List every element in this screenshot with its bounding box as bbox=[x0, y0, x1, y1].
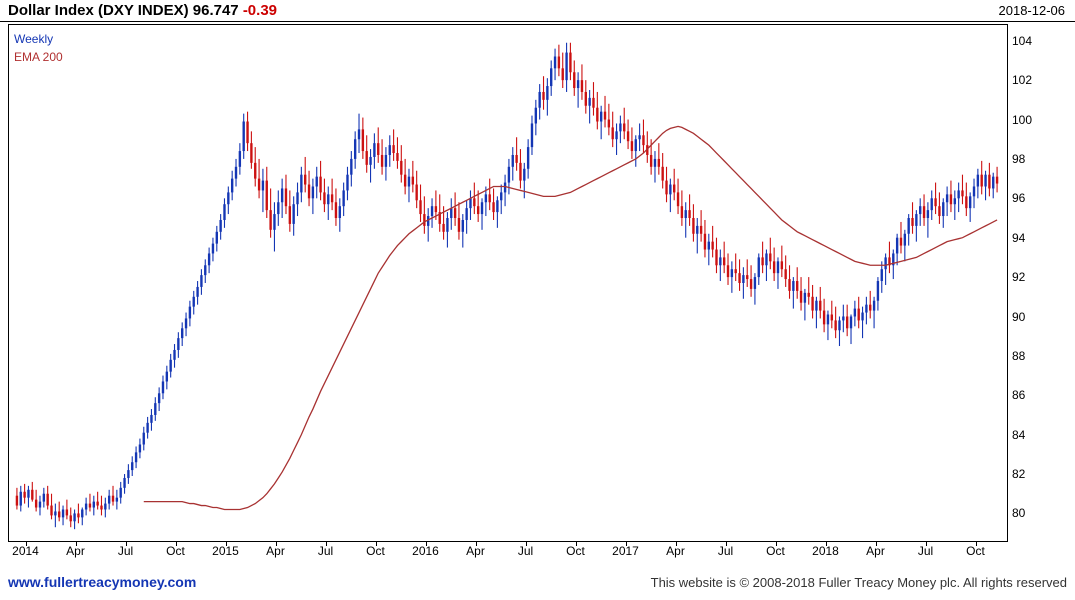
x-axis-ticks bbox=[8, 542, 1008, 547]
x-tick-label: Jul bbox=[917, 544, 934, 558]
x-tick-label: Oct bbox=[566, 544, 585, 558]
x-tick-label: Jul bbox=[117, 544, 134, 558]
x-axis: 2014 Apr Jul Oct 2015 Apr Jul Oct 2016 Apr Jul Oct 2… bbox=[8, 543, 1008, 561]
x-tick-mark bbox=[475, 542, 477, 546]
y-tick-label: 96 bbox=[1012, 191, 1026, 206]
y-tick-label: 98 bbox=[1012, 151, 1026, 166]
x-tick-label: Oct bbox=[366, 544, 385, 558]
chart-header: Dollar Index (DXY INDEX) 96.747 -0.39 20… bbox=[0, 0, 1075, 22]
y-tick-label: 80 bbox=[1012, 506, 1026, 521]
x-tick-mark bbox=[325, 542, 327, 546]
x-tick-label: Apr bbox=[666, 544, 685, 558]
x-tick-mark bbox=[525, 542, 527, 546]
plot-area[interactable] bbox=[8, 24, 1008, 542]
y-tick-label: 88 bbox=[1012, 348, 1026, 363]
x-tick-mark bbox=[675, 542, 677, 546]
y-axis: 80 82 84 86 88 90 92 94 96 98 100 102 104 bbox=[1008, 24, 1068, 542]
legend-weekly: Weekly bbox=[14, 32, 54, 46]
x-tick-mark bbox=[425, 542, 427, 546]
x-tick-label: Jul bbox=[717, 544, 734, 558]
x-tick-mark bbox=[175, 542, 177, 546]
x-tick-label: Oct bbox=[166, 544, 185, 558]
y-tick-label: 86 bbox=[1012, 388, 1026, 403]
instrument-title: Dollar Index (DXY INDEX) 96.747 bbox=[8, 2, 239, 19]
x-tick-mark bbox=[275, 542, 277, 546]
y-tick-label: 94 bbox=[1012, 230, 1026, 245]
x-tick-mark bbox=[975, 542, 977, 546]
x-tick-label: Oct bbox=[766, 544, 785, 558]
x-tick-label: Oct bbox=[966, 544, 985, 558]
y-tick-label: 102 bbox=[1012, 73, 1033, 88]
x-tick-mark bbox=[825, 542, 827, 546]
x-tick-mark bbox=[625, 542, 627, 546]
y-tick-label: 100 bbox=[1012, 112, 1033, 127]
y-tick-label: 84 bbox=[1012, 427, 1026, 442]
x-tick-mark bbox=[75, 542, 77, 546]
x-tick-mark bbox=[575, 542, 577, 546]
y-tick-label: 92 bbox=[1012, 270, 1026, 285]
site-url[interactable]: www.fullertreacymoney.com bbox=[8, 574, 197, 590]
x-tick-mark bbox=[775, 542, 777, 546]
x-tick-label: 2017 bbox=[612, 544, 639, 558]
x-tick-label: 2015 bbox=[212, 544, 239, 558]
x-tick-mark bbox=[25, 542, 27, 546]
x-tick-label: 2018 bbox=[812, 544, 839, 558]
x-tick-label: Jul bbox=[317, 544, 334, 558]
legend-ema200: EMA 200 bbox=[14, 50, 63, 64]
y-tick-label: 104 bbox=[1012, 33, 1033, 48]
price-change: -0.39 bbox=[242, 2, 278, 19]
x-tick-label: 2014 bbox=[12, 544, 39, 558]
y-tick-label: 82 bbox=[1012, 467, 1026, 481]
x-tick-label: Jul bbox=[517, 544, 534, 558]
x-tick-label: Apr bbox=[866, 544, 885, 558]
price-chart-canvas[interactable] bbox=[9, 25, 1007, 541]
x-tick-label: Apr bbox=[266, 544, 285, 558]
y-tick-label: 90 bbox=[1012, 309, 1026, 324]
x-tick-mark bbox=[875, 542, 877, 546]
x-tick-label: Apr bbox=[66, 544, 85, 558]
x-tick-mark bbox=[725, 542, 727, 546]
x-tick-label: Apr bbox=[466, 544, 485, 558]
copyright-text: This website is © 2008-2018 Fuller Treac… bbox=[650, 575, 1067, 590]
x-tick-label: 2016 bbox=[412, 544, 439, 558]
x-tick-mark bbox=[225, 542, 227, 546]
x-tick-mark bbox=[375, 542, 377, 546]
chart-footer: www.fullertreacymoney.com This website i… bbox=[0, 572, 1075, 596]
quote-date: 2018-12-06 bbox=[998, 3, 1066, 18]
x-tick-mark bbox=[125, 542, 127, 546]
header-divider bbox=[0, 21, 1075, 22]
x-tick-mark bbox=[925, 542, 927, 546]
page-title: Dollar Index (DXY INDEX) 96.747 -0.39 bbox=[8, 2, 277, 19]
